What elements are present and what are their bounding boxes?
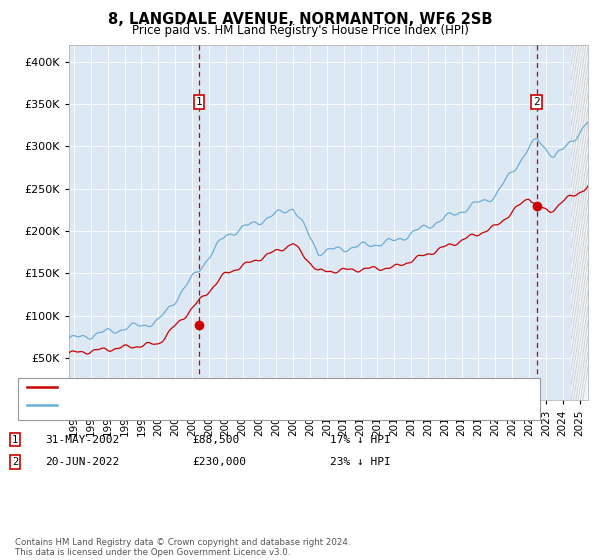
Text: Price paid vs. HM Land Registry's House Price Index (HPI): Price paid vs. HM Land Registry's House … — [131, 24, 469, 36]
Text: 8, LANGDALE AVENUE, NORMANTON, WF6 2SB (detached house): 8, LANGDALE AVENUE, NORMANTON, WF6 2SB (… — [62, 382, 400, 392]
Text: 2: 2 — [533, 97, 540, 108]
Text: 20-JUN-2022: 20-JUN-2022 — [45, 457, 119, 467]
Text: 1: 1 — [196, 97, 202, 108]
Text: £88,500: £88,500 — [192, 435, 239, 445]
Text: 2: 2 — [12, 457, 18, 467]
Text: 23% ↓ HPI: 23% ↓ HPI — [330, 457, 391, 467]
Text: Contains HM Land Registry data © Crown copyright and database right 2024.
This d: Contains HM Land Registry data © Crown c… — [15, 538, 350, 557]
Text: 17% ↓ HPI: 17% ↓ HPI — [330, 435, 391, 445]
Text: £230,000: £230,000 — [192, 457, 246, 467]
Text: HPI: Average price, detached house, Wakefield: HPI: Average price, detached house, Wake… — [62, 400, 305, 410]
Text: 8, LANGDALE AVENUE, NORMANTON, WF6 2SB: 8, LANGDALE AVENUE, NORMANTON, WF6 2SB — [108, 12, 492, 27]
Polygon shape — [571, 45, 588, 400]
Text: 31-MAY-2002: 31-MAY-2002 — [45, 435, 119, 445]
Text: 1: 1 — [12, 435, 18, 445]
